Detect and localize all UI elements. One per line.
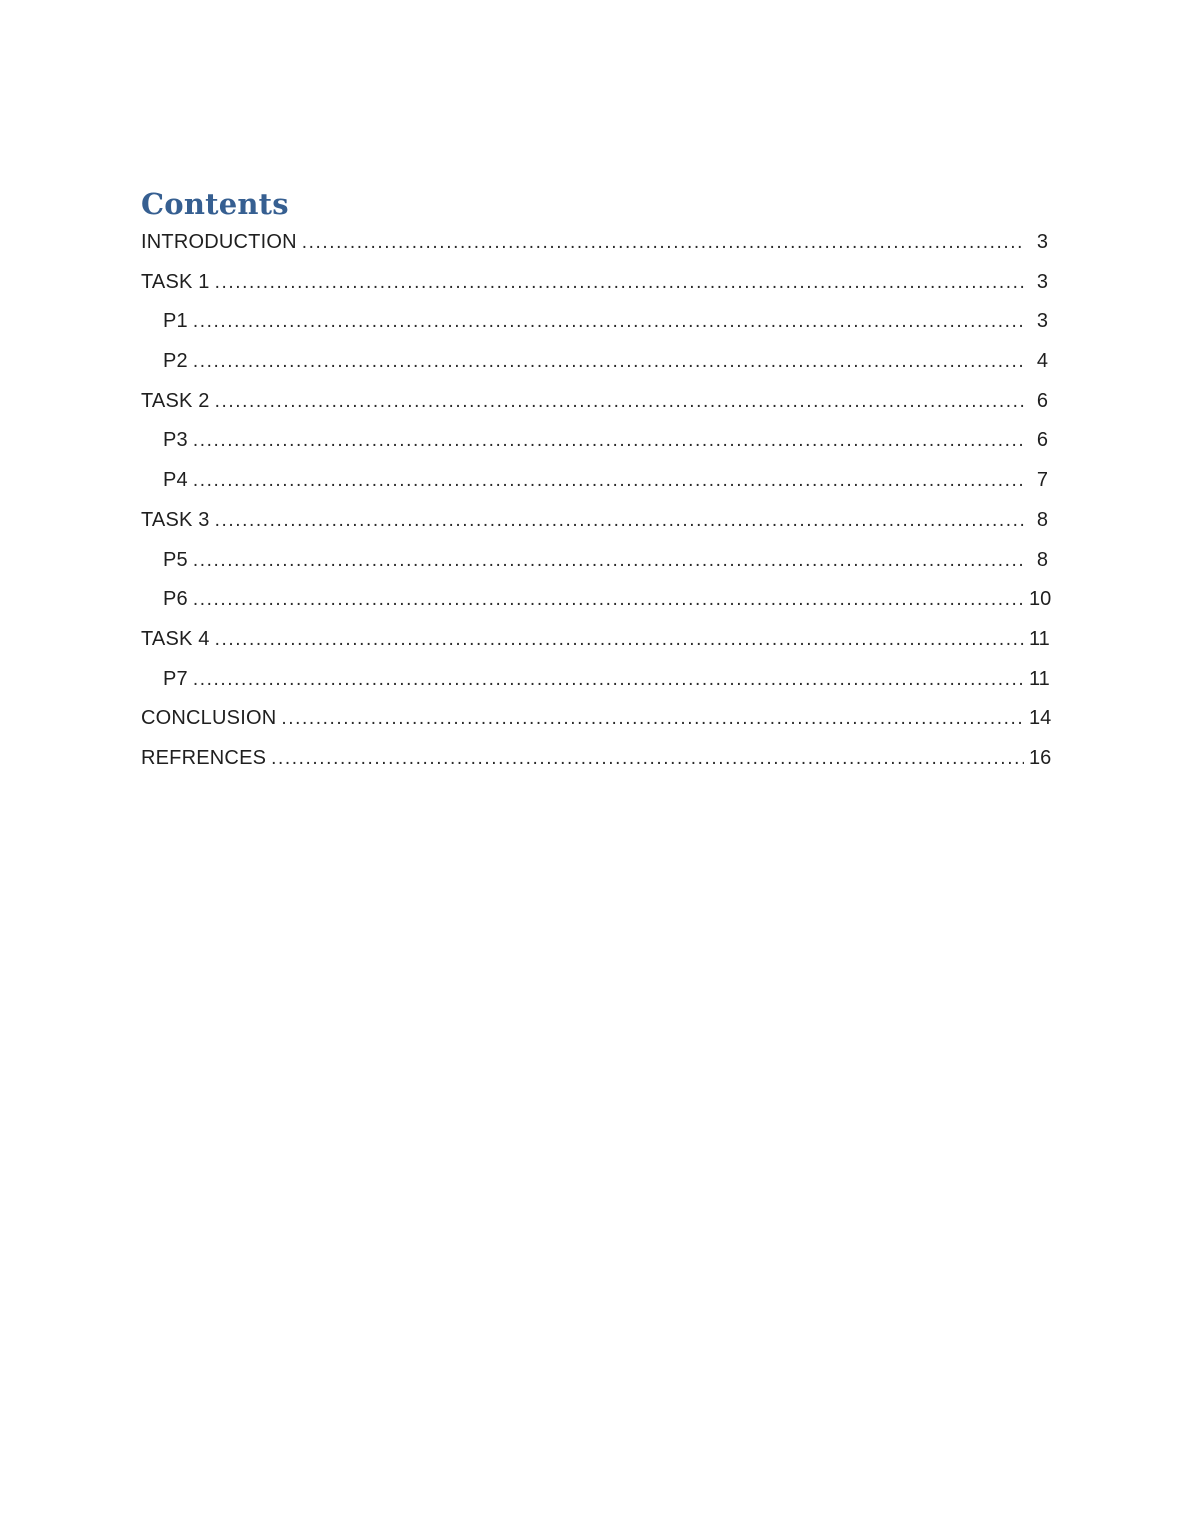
toc-entry-task-2[interactable]: TASK 2 6 — [141, 390, 1048, 430]
toc-leader-dots — [193, 351, 1024, 373]
toc-page-number: 6 — [1036, 429, 1048, 452]
toc-entry-label: P6 — [163, 588, 188, 611]
toc-entry-p4[interactable]: P4 7 — [141, 469, 1048, 509]
toc-page-number: 7 — [1036, 469, 1048, 492]
toc-entry-label: TASK 2 — [141, 389, 210, 412]
toc-page-number: 6 — [1036, 389, 1048, 412]
toc-leader-dots — [193, 470, 1024, 492]
toc-page-number: 4 — [1036, 350, 1048, 373]
toc-page-number: 10 — [1029, 588, 1052, 611]
toc-entry-task-1[interactable]: TASK 1 3 — [141, 271, 1048, 311]
toc-entry-label: REFRENCES — [141, 746, 267, 769]
toc-page-number: 14 — [1029, 707, 1052, 730]
toc-page-number: 3 — [1036, 270, 1048, 293]
toc-entry-label: P1 — [163, 310, 188, 333]
toc-entry-label: P3 — [163, 429, 188, 452]
toc-entry-label: CONCLUSION — [141, 707, 277, 730]
toc-leader-dots — [193, 311, 1024, 333]
toc-entry-label: P5 — [163, 548, 188, 571]
toc-leader-dots — [215, 391, 1024, 413]
toc-page-number: 11 — [1029, 667, 1050, 690]
toc-entry-task-4[interactable]: TASK 4 11 — [141, 627, 1050, 668]
toc-entry-label: TASK 3 — [141, 508, 210, 531]
toc-page-number: 11 — [1029, 627, 1050, 650]
toc-leader-dots — [302, 232, 1024, 254]
toc-entry-p1[interactable]: P1 3 — [141, 310, 1048, 350]
toc-page-number: 3 — [1036, 231, 1048, 253]
toc-entry-label: P4 — [163, 469, 188, 492]
toc-leader-dots — [281, 708, 1024, 730]
toc-entry-label: P2 — [163, 350, 188, 373]
toc-leader-dots — [215, 510, 1024, 532]
toc-entry-p5[interactable]: P5 8 — [141, 549, 1048, 589]
toc-entry-introduction[interactable]: INTRODUCTION 3 — [141, 231, 1048, 271]
contents-heading: Contents — [141, 187, 289, 221]
table-of-contents: INTRODUCTION 3 TASK 1 3 P1 3 P2 4 TASK 2… — [141, 231, 1052, 787]
toc-leader-dots — [215, 272, 1024, 294]
toc-page-number: 3 — [1036, 310, 1048, 333]
toc-leader-dots — [193, 589, 1024, 611]
toc-entry-label: P7 — [163, 667, 188, 690]
toc-entry-refrences[interactable]: REFRENCES 16 — [141, 746, 1052, 787]
toc-leader-dots — [193, 430, 1024, 452]
toc-entry-p2[interactable]: P2 4 — [141, 350, 1048, 390]
toc-leader-dots — [271, 748, 1024, 770]
toc-page-number: 8 — [1036, 508, 1048, 531]
toc-entry-p6[interactable]: P6 10 — [141, 588, 1052, 628]
toc-entry-p7[interactable]: P7 11 — [141, 667, 1050, 708]
toc-entry-label: TASK 4 — [141, 627, 210, 650]
toc-entry-label: TASK 1 — [141, 270, 210, 293]
toc-leader-dots — [193, 550, 1024, 572]
toc-page-number: 16 — [1029, 746, 1052, 769]
toc-entry-task-3[interactable]: TASK 3 8 — [141, 509, 1048, 549]
toc-leader-dots — [193, 669, 1024, 691]
toc-leader-dots — [215, 629, 1024, 651]
toc-entry-label: INTRODUCTION — [141, 231, 297, 253]
toc-entry-p3[interactable]: P3 6 — [141, 429, 1048, 469]
toc-page-number: 8 — [1036, 548, 1048, 571]
toc-entry-conclusion[interactable]: CONCLUSION 14 — [141, 707, 1052, 747]
